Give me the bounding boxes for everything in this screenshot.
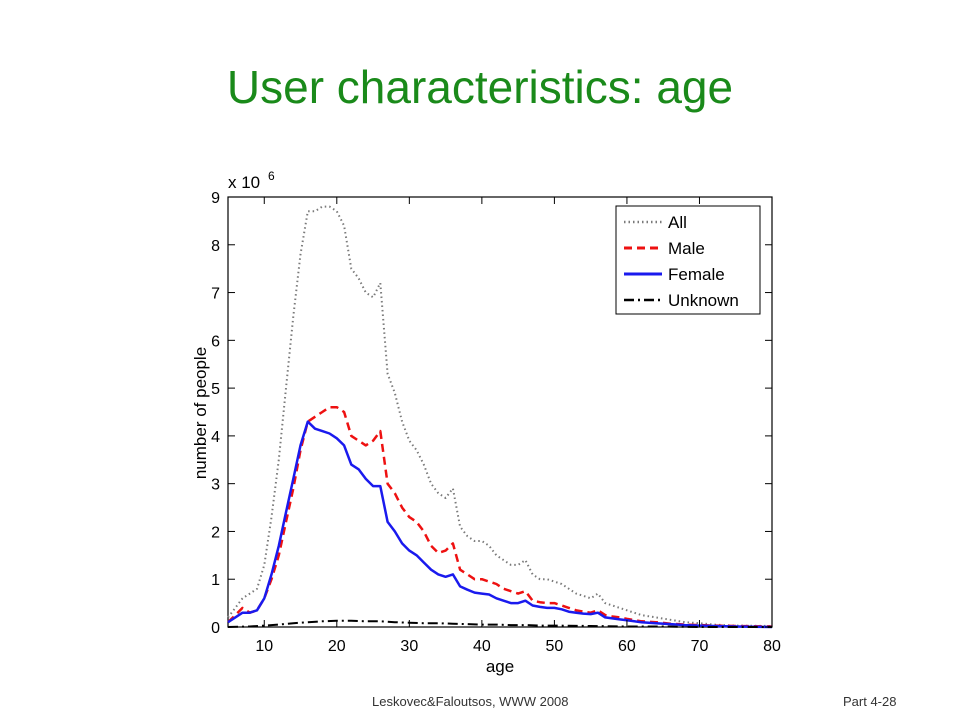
x-tick-label: 10	[255, 638, 273, 655]
y-tick-label: 2	[211, 524, 220, 541]
legend-label-unknown: Unknown	[668, 291, 739, 310]
y-tick-label: 5	[211, 381, 220, 398]
legend-label-male: Male	[668, 239, 705, 258]
legend-box	[615, 205, 761, 315]
series-line-unknown	[227, 619, 772, 628]
footer-page-number: Part 4-28	[843, 694, 897, 709]
legend-label-female: Female	[668, 265, 725, 284]
x-tick-label: 50	[546, 638, 564, 655]
series-line-all	[227, 205, 773, 627]
x-tick-label: 30	[400, 638, 418, 655]
y-multiplier-label: x 10	[228, 173, 260, 192]
series-line-female	[227, 420, 773, 629]
legend: All Male Female Unknown	[615, 205, 761, 315]
y-tick-label: 8	[211, 238, 220, 255]
x-tick-label: 80	[763, 638, 781, 655]
y-tick-label: 4	[211, 429, 220, 446]
legend-label-all: All	[668, 213, 687, 232]
slide-title: User characteristics: age	[226, 61, 734, 113]
x-tick-label: 40	[473, 638, 491, 655]
y-axis-title: number of people	[191, 347, 210, 479]
y-tick-label: 9	[211, 190, 220, 207]
y-tick-label: 3	[211, 477, 220, 494]
footer-citation: Leskovec&Faloutsos, WWW 2008	[372, 694, 569, 709]
x-tick-label: 70	[691, 638, 709, 655]
y-multiplier-exponent: 6	[268, 169, 275, 183]
series-line-male	[227, 405, 773, 628]
y-tick-label: 7	[211, 286, 220, 303]
x-axis-title: age	[486, 657, 514, 676]
y-tick-label: 0	[211, 620, 220, 637]
y-tick-label: 1	[211, 572, 220, 589]
y-tick-label: 6	[211, 333, 220, 350]
x-tick-label: 60	[618, 638, 636, 655]
x-tick-label: 20	[328, 638, 346, 655]
